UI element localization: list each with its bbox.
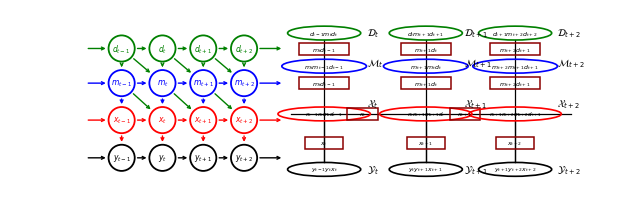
Text: $d_tm_{t+1}d_{t+1}$: $d_tm_{t+1}d_{t+1}$ — [407, 29, 444, 38]
Text: $\mathcal{M}_t$: $\mathcal{M}_t$ — [367, 57, 383, 69]
Text: $x_{t-1}x_tm_td_{t-1}$: $x_{t-1}x_tm_td_{t-1}$ — [305, 110, 343, 119]
Text: $x_{t+1}$: $x_{t+1}$ — [418, 139, 433, 147]
Text: $\mathcal{X}_{t+2}$: $\mathcal{X}_{t+2}$ — [557, 97, 581, 110]
Text: $y_ty_{t+1}x_{t+1}$: $y_ty_{t+1}x_{t+1}$ — [408, 166, 443, 173]
Text: $y_{t+1}y_{t+2}x_{t+2}$: $y_{t+1}y_{t+2}x_{t+2}$ — [493, 166, 536, 173]
Text: $x_{t+1}x_{t+2}m_{t+2}d_{t+1}$: $x_{t+1}x_{t+2}m_{t+2}d_{t+1}$ — [489, 110, 541, 119]
Text: $x_t$: $x_t$ — [320, 139, 328, 147]
Text: $m_{t+1}$: $m_{t+1}$ — [193, 78, 214, 89]
Text: $x_t$: $x_t$ — [359, 110, 367, 118]
Text: $m_td_{t-1}$: $m_td_{t-1}$ — [312, 46, 336, 54]
Text: $m_{t+1}m_td_t$: $m_{t+1}m_td_t$ — [410, 62, 442, 71]
Text: $x_tx_{t+1}m_{t+1}d_t$: $x_tx_{t+1}m_{t+1}d_t$ — [406, 110, 445, 119]
Text: $m_td_{t-1}$: $m_td_{t-1}$ — [312, 79, 336, 88]
Text: $\mathcal{M}_{t+1}$: $\mathcal{M}_{t+1}$ — [464, 57, 492, 69]
Text: $y_{t-1}y_tx_t$: $y_{t-1}y_tx_t$ — [310, 166, 338, 173]
Text: $d_{t+1}$: $d_{t+1}$ — [194, 43, 212, 55]
Text: $m_{t+2}$: $m_{t+2}$ — [234, 78, 255, 89]
Text: $\mathcal{D}_{t+1}$: $\mathcal{D}_{t+1}$ — [464, 28, 489, 40]
Text: $m_t$: $m_t$ — [157, 78, 168, 89]
Text: $m_{t+1}d_t$: $m_{t+1}d_t$ — [414, 79, 438, 88]
Text: $d_t$: $d_t$ — [158, 43, 167, 55]
Text: $x_{t+2}$: $x_{t+2}$ — [508, 139, 523, 147]
Text: $\mathcal{Y}_{t+2}$: $\mathcal{Y}_{t+2}$ — [557, 163, 581, 176]
Text: $x_t$: $x_t$ — [158, 115, 167, 126]
Text: $\mathcal{Y}_{t+1}$: $\mathcal{Y}_{t+1}$ — [464, 163, 488, 176]
Text: $x_{t+1}$: $x_{t+1}$ — [458, 110, 473, 118]
Text: $y_{t-1}$: $y_{t-1}$ — [113, 153, 131, 164]
Text: $x_{t+2}$: $x_{t+2}$ — [235, 115, 253, 126]
Text: $x_{t-1}$: $x_{t-1}$ — [113, 115, 131, 126]
Text: $\mathcal{M}_{t+2}$: $\mathcal{M}_{t+2}$ — [557, 57, 586, 69]
Text: $x_{t+1}$: $x_{t+1}$ — [194, 115, 212, 126]
Text: $d_{t+1}m_{t+2}d_{t+2}$: $d_{t+1}m_{t+2}d_{t+2}$ — [492, 29, 538, 38]
Text: $\mathcal{D}_{t+2}$: $\mathcal{D}_{t+2}$ — [557, 28, 582, 40]
Text: $\mathcal{D}_t$: $\mathcal{D}_t$ — [367, 28, 380, 40]
Text: $m_{t-1}$: $m_{t-1}$ — [111, 78, 132, 89]
Text: $\mathcal{Y}_t$: $\mathcal{Y}_t$ — [367, 163, 378, 176]
Text: $y_t$: $y_t$ — [158, 153, 167, 164]
Text: $m_{t+2}d_{t+1}$: $m_{t+2}d_{t+1}$ — [499, 46, 531, 54]
Text: $m_{t+2}m_{t+1}d_{t+1}$: $m_{t+2}m_{t+1}d_{t+1}$ — [492, 62, 539, 71]
Text: $m_tm_{t-1}d_{t-1}$: $m_tm_{t-1}d_{t-1}$ — [305, 62, 344, 71]
Text: $\mathcal{X}_t$: $\mathcal{X}_t$ — [367, 97, 378, 110]
Text: $y_{t+1}$: $y_{t+1}$ — [194, 153, 212, 164]
Text: $y_{t+2}$: $y_{t+2}$ — [235, 153, 253, 164]
Text: $d_{t-1}$: $d_{t-1}$ — [113, 43, 131, 55]
Text: $m_{t+1}d_t$: $m_{t+1}d_t$ — [414, 46, 438, 54]
Text: $\mathcal{X}_{t+1}$: $\mathcal{X}_{t+1}$ — [464, 97, 488, 110]
Text: $d_{t+2}$: $d_{t+2}$ — [235, 43, 253, 55]
Text: $m_{t+2}d_{t+1}$: $m_{t+2}d_{t+1}$ — [499, 79, 531, 88]
Text: $d_{t-1}m_td_t$: $d_{t-1}m_td_t$ — [309, 29, 339, 38]
